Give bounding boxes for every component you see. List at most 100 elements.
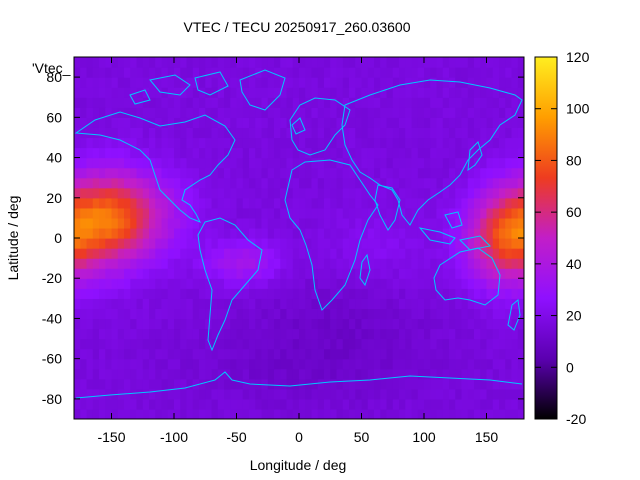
heat-cell	[111, 248, 119, 259]
heat-cell	[436, 57, 444, 68]
heat-cell	[424, 398, 431, 410]
heat-cell	[405, 368, 413, 380]
heat-cell	[361, 388, 369, 400]
heat-cell	[274, 298, 281, 309]
heat-cell	[486, 67, 494, 78]
heat-cell	[130, 57, 138, 68]
heat-cell	[449, 318, 456, 330]
x-tick-label: 50	[354, 429, 370, 445]
heat-cell	[155, 57, 163, 68]
heat-cell	[411, 127, 419, 139]
heat-cell	[267, 238, 275, 249]
heat-cell	[167, 338, 175, 350]
heat-cell	[499, 97, 506, 108]
heat-cell	[399, 197, 406, 209]
heat-cell	[192, 227, 200, 239]
heat-cell	[367, 368, 375, 380]
heat-cell	[149, 127, 156, 139]
heat-cell	[124, 77, 131, 88]
heat-cell	[174, 368, 181, 380]
y-tick-label: -60	[42, 351, 62, 367]
heat-cell	[392, 97, 400, 108]
heat-cell	[311, 187, 319, 199]
heat-cell	[155, 398, 163, 410]
coastline-north-america	[74, 111, 236, 223]
heat-cell	[342, 258, 350, 269]
heat-cell	[355, 177, 363, 189]
heat-cell	[186, 238, 194, 249]
heat-cell	[99, 97, 106, 108]
heat-cell	[230, 187, 238, 199]
heat-cell	[461, 248, 469, 259]
heat-cell	[174, 187, 181, 199]
heat-cell	[174, 288, 181, 299]
heat-cell	[211, 77, 219, 88]
heat-cell	[386, 298, 394, 309]
heat-cell	[380, 358, 388, 370]
heat-cell	[149, 147, 156, 159]
heat-cell	[342, 308, 350, 320]
heat-cell	[280, 217, 288, 229]
heat-cell	[367, 57, 375, 68]
heat-cell	[180, 157, 188, 169]
heat-cell	[180, 298, 188, 309]
heat-cell	[236, 187, 244, 199]
heat-cell	[330, 308, 338, 320]
heat-cell	[249, 107, 256, 118]
heat-cell	[111, 117, 119, 128]
heat-cell	[474, 298, 481, 309]
heat-cell	[474, 187, 481, 199]
heat-cell	[392, 57, 400, 68]
heat-cell	[217, 288, 225, 299]
heat-cell	[224, 187, 231, 199]
heat-cell	[505, 268, 513, 279]
heat-cell	[267, 408, 275, 419]
heat-cell	[217, 358, 225, 370]
heat-cell	[230, 368, 238, 380]
heat-cell	[380, 207, 388, 219]
heat-cell	[405, 87, 413, 98]
heat-cell	[442, 408, 450, 419]
heat-cell	[374, 67, 381, 78]
heat-cell	[492, 388, 500, 400]
heat-cell	[324, 388, 331, 400]
heat-cell	[74, 97, 81, 108]
heat-cell	[449, 408, 456, 419]
heat-cell	[167, 157, 175, 169]
heat-cell	[105, 288, 113, 299]
heat-cell	[192, 67, 200, 78]
heat-cell	[317, 87, 325, 98]
heat-cell	[349, 388, 356, 400]
heat-cell	[186, 398, 194, 410]
heat-cell	[205, 248, 213, 259]
heat-cell	[292, 298, 300, 309]
heat-cell	[280, 408, 288, 419]
heat-cell	[305, 278, 313, 289]
heat-cell	[92, 57, 100, 68]
heat-cell	[155, 87, 163, 98]
heat-cell	[417, 368, 425, 380]
coastline-greenland	[239, 69, 286, 111]
heat-cell	[255, 308, 263, 320]
heat-cell	[424, 67, 431, 78]
heat-cell	[105, 378, 113, 390]
heat-cell	[142, 238, 150, 249]
heat-cell	[274, 137, 281, 149]
heat-cell	[461, 318, 469, 330]
heat-cell	[242, 227, 250, 239]
heat-cell	[442, 308, 450, 320]
heat-cell	[467, 77, 475, 88]
heat-cell	[224, 388, 231, 400]
heat-cell	[117, 278, 125, 289]
heat-cell	[361, 408, 369, 419]
heat-cell	[236, 227, 244, 239]
heat-cell	[167, 398, 175, 410]
heat-cell	[74, 368, 81, 380]
heat-cell	[399, 117, 406, 128]
heat-cell	[267, 137, 275, 149]
heat-cell	[349, 338, 356, 350]
heat-cell	[236, 408, 244, 419]
heat-cell	[336, 207, 344, 219]
heat-cell	[74, 207, 81, 219]
heat-cell	[455, 258, 463, 269]
